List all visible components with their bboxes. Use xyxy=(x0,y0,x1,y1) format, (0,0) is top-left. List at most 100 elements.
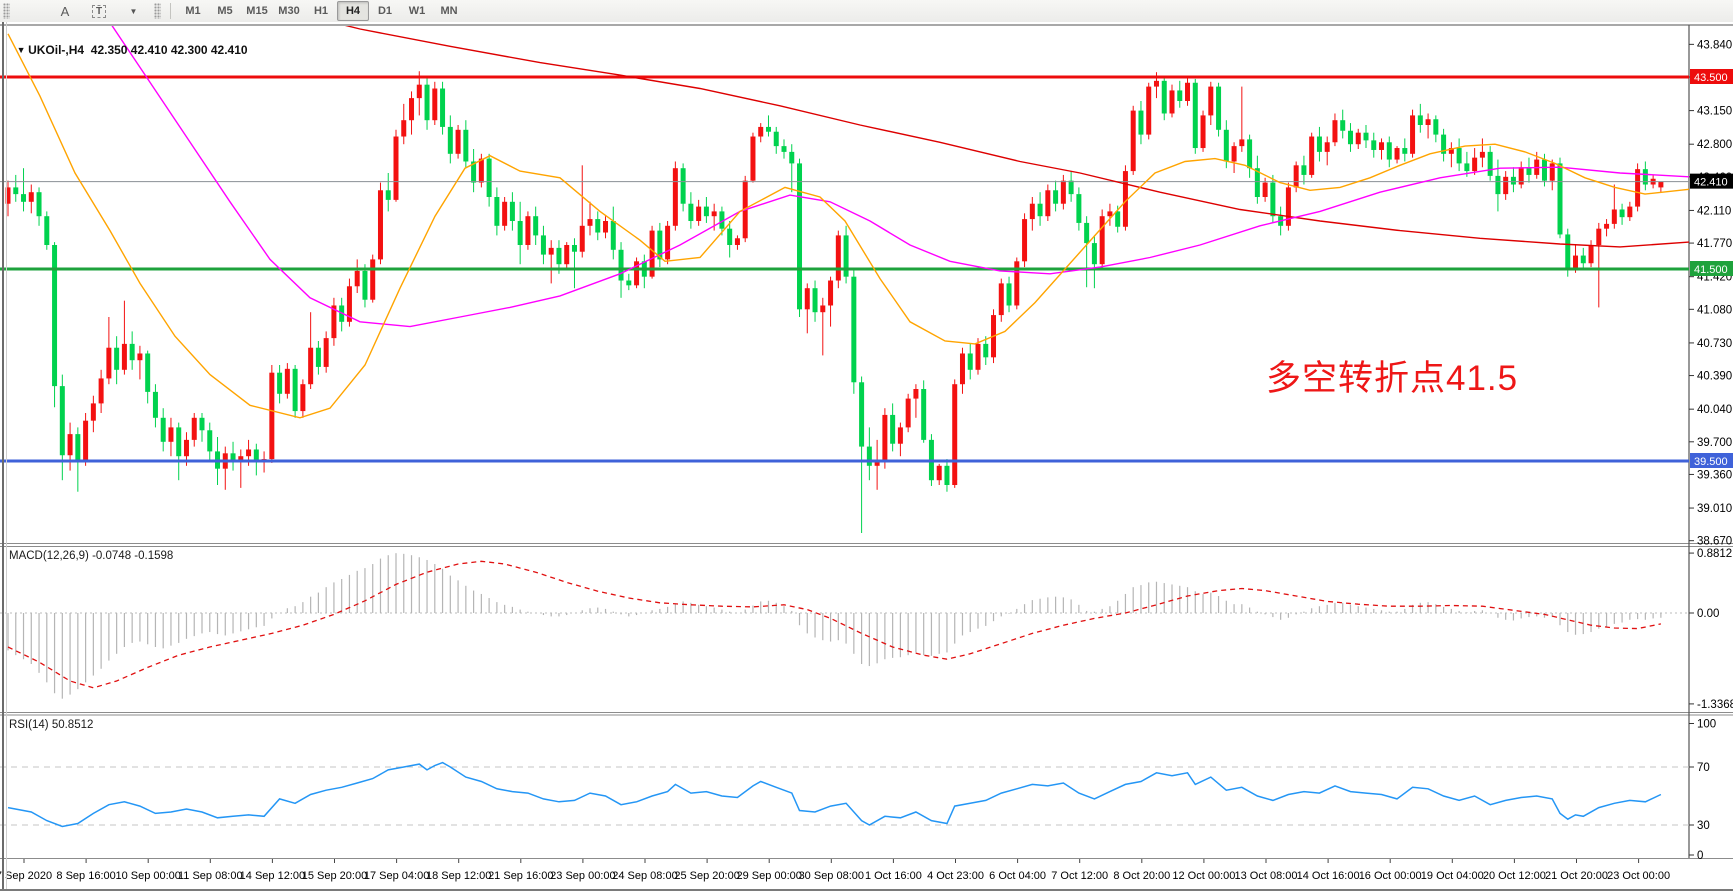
indicator-lines-icon[interactable]: F xyxy=(1,1,47,36)
candle xyxy=(471,149,477,193)
period-button-m1[interactable]: M1 xyxy=(185,5,201,17)
candle xyxy=(1316,126,1322,162)
macd-histogram xyxy=(7,553,1662,699)
svg-text:0.8812: 0.8812 xyxy=(1697,548,1732,560)
macd-axis-labels[interactable]: 0.8812 0.00 -1.3368 xyxy=(1689,548,1733,711)
svg-text:43.500: 43.500 xyxy=(1694,72,1728,84)
candle xyxy=(191,413,197,447)
candle xyxy=(1425,113,1431,139)
candle xyxy=(401,103,407,145)
candle xyxy=(1130,105,1136,175)
candle xyxy=(1619,203,1625,225)
candle xyxy=(874,439,880,490)
svg-text:13 Oct 08:00: 13 Oct 08:00 xyxy=(1235,870,1298,882)
candle xyxy=(90,395,96,433)
candle xyxy=(983,336,989,365)
candle xyxy=(137,345,143,380)
svg-text:8 Oct 20:00: 8 Oct 20:00 xyxy=(1113,870,1170,882)
candle xyxy=(176,422,182,481)
period-button-m30[interactable]: M30 xyxy=(278,5,300,17)
candle xyxy=(28,184,34,214)
candle xyxy=(1549,159,1555,191)
chart-header[interactable]: ▼ UKOil-,H4 42.350 42.410 42.300 42.410 xyxy=(10,29,248,57)
candle xyxy=(672,161,678,231)
macd-signal-line xyxy=(7,560,1662,689)
toolbar-grip[interactable] xyxy=(3,3,10,19)
candle xyxy=(455,125,461,159)
rsi-axis-labels[interactable]: 100 70 30 0 xyxy=(1689,719,1716,863)
period-button-m5[interactable]: M5 xyxy=(217,5,233,17)
toolbar-grip-2[interactable] xyxy=(154,3,161,19)
candle xyxy=(284,363,290,399)
candle xyxy=(866,427,872,481)
candle xyxy=(1386,136,1392,168)
candle xyxy=(548,240,554,284)
candle xyxy=(820,297,826,356)
svg-text:20 Oct 12:00: 20 Oct 12:00 xyxy=(1483,870,1546,882)
candle xyxy=(781,139,787,159)
svg-text:42.110: 42.110 xyxy=(1697,205,1731,217)
svg-text:42.800: 42.800 xyxy=(1697,139,1732,151)
candle xyxy=(300,379,306,418)
candle xyxy=(1495,159,1501,212)
text-label-icon[interactable]: A xyxy=(60,3,70,19)
price-axis-labels[interactable]: 43.84043.50043.15042.80042.46042.11041.7… xyxy=(1689,39,1733,548)
candle xyxy=(1239,86,1245,152)
candle xyxy=(1285,182,1291,231)
candle xyxy=(52,242,58,408)
candle xyxy=(1192,78,1198,154)
candle xyxy=(1642,161,1648,191)
candle xyxy=(308,312,314,389)
candle xyxy=(626,273,632,291)
candle xyxy=(1658,181,1664,193)
period-button-h4[interactable]: H4 xyxy=(337,1,369,21)
candle xyxy=(1138,101,1144,145)
candle xyxy=(882,408,888,469)
candle xyxy=(346,278,352,327)
macd-panel-label: MACD(12,26,9) -0.0748 -0.1598 xyxy=(9,550,174,562)
candle xyxy=(370,254,376,303)
candle xyxy=(1177,80,1183,108)
candle xyxy=(1487,146,1493,181)
candle xyxy=(145,350,151,404)
candle xyxy=(1029,197,1035,231)
chart-svg[interactable]: 43.84043.50043.15042.80042.46042.11041.7… xyxy=(0,22,1733,893)
candle xyxy=(292,365,298,418)
period-button-h1[interactable]: H1 xyxy=(313,5,329,17)
cursor-arrows-icon[interactable]: ▼ xyxy=(2,1,149,33)
ma-slow-line xyxy=(344,26,1689,248)
candle xyxy=(828,276,834,327)
period-button-mn[interactable]: MN xyxy=(440,5,458,17)
window-left-border-inner xyxy=(6,22,7,891)
candle xyxy=(797,158,803,317)
period-button-d1[interactable]: D1 xyxy=(377,5,393,17)
candle xyxy=(727,221,733,258)
candle xyxy=(502,197,508,231)
candle xyxy=(1122,165,1128,231)
collapse-triangle-icon[interactable]: ▼ xyxy=(16,45,29,55)
svg-text:41.500: 41.500 xyxy=(1694,264,1728,276)
candle xyxy=(440,81,446,135)
period-button-m15[interactable]: M15 xyxy=(246,5,268,17)
candle xyxy=(152,384,158,428)
svg-text:14 Oct 16:00: 14 Oct 16:00 xyxy=(1297,870,1360,882)
svg-text:21 Oct 20:00: 21 Oct 20:00 xyxy=(1545,870,1608,882)
text-box-icon[interactable]: T xyxy=(83,1,115,21)
candle xyxy=(1635,163,1641,212)
candle xyxy=(657,222,663,268)
period-button-w1[interactable]: W1 xyxy=(408,5,426,17)
svg-text:-1.3368: -1.3368 xyxy=(1697,699,1733,711)
candle xyxy=(106,317,112,385)
candle xyxy=(1371,132,1377,158)
candle xyxy=(1580,247,1586,269)
chart-annotation-text[interactable]: 多空转折点41.5 xyxy=(1266,359,1519,398)
ma-fast-line xyxy=(7,33,1689,419)
candle xyxy=(1208,81,1214,125)
candle xyxy=(509,192,515,231)
svg-text:6 Oct 04:00: 6 Oct 04:00 xyxy=(989,870,1046,882)
boxed-t-glyph: T xyxy=(91,4,107,18)
candle xyxy=(703,197,709,223)
candle xyxy=(1324,136,1330,166)
candle xyxy=(921,380,927,443)
